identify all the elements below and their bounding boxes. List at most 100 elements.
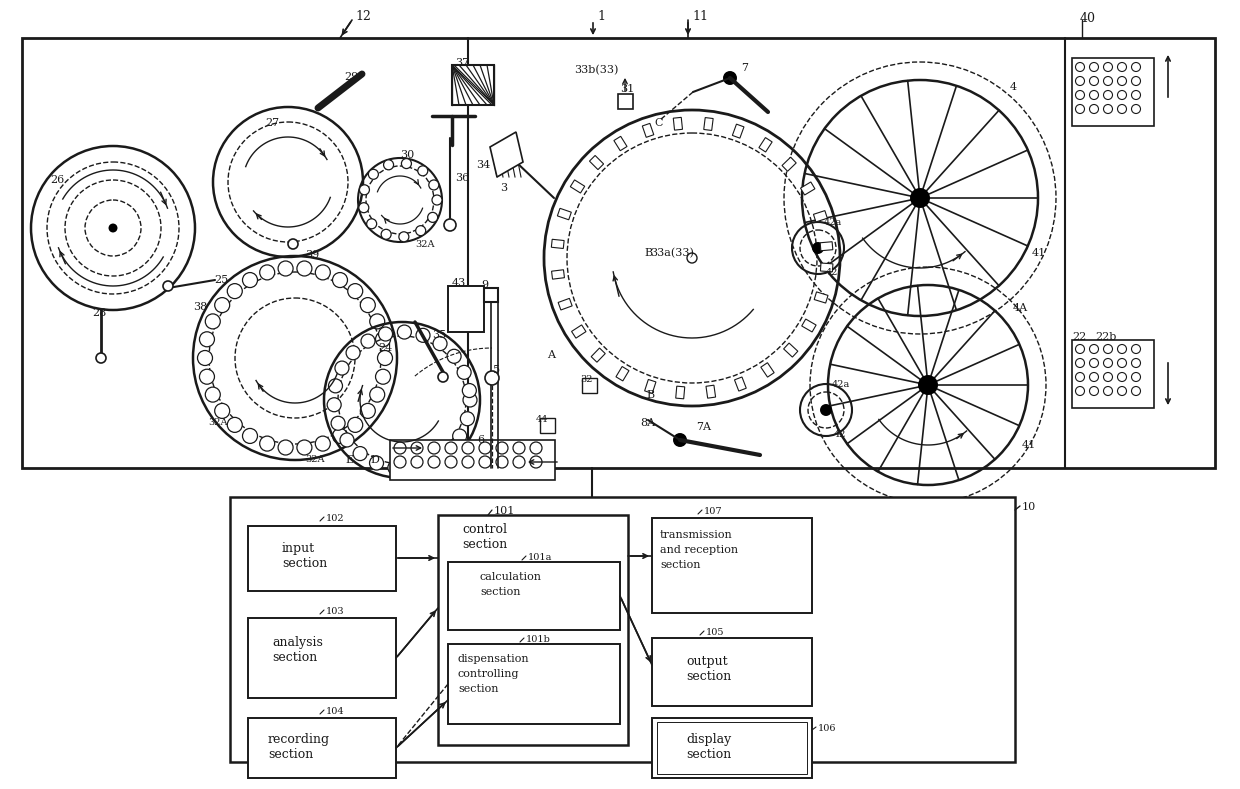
Text: recording: recording	[268, 733, 330, 746]
Text: 43: 43	[453, 278, 466, 288]
Circle shape	[296, 440, 312, 455]
Bar	[652, 718, 812, 778]
Text: 35: 35	[432, 330, 446, 340]
Circle shape	[381, 230, 391, 239]
Circle shape	[1104, 77, 1112, 85]
Text: 32A: 32A	[208, 418, 227, 427]
Text: 107: 107	[704, 507, 723, 516]
Circle shape	[1075, 62, 1085, 72]
Circle shape	[243, 428, 258, 443]
Circle shape	[360, 185, 370, 195]
Text: 101a: 101a	[528, 553, 552, 562]
Circle shape	[1131, 358, 1141, 368]
Circle shape	[1117, 387, 1126, 395]
Polygon shape	[759, 137, 773, 152]
Bar	[657, 722, 807, 774]
Text: section: section	[480, 587, 521, 597]
Text: 40: 40	[1080, 12, 1096, 25]
Text: 41: 41	[1022, 440, 1037, 450]
Circle shape	[448, 350, 461, 363]
Circle shape	[296, 261, 312, 276]
Text: A: A	[547, 350, 556, 360]
Bar	[391, 440, 556, 480]
Circle shape	[1075, 91, 1085, 99]
Polygon shape	[801, 182, 815, 195]
Text: section: section	[660, 560, 701, 570]
Bar	[453, 65, 494, 105]
Circle shape	[463, 383, 476, 398]
Bar	[582, 378, 596, 393]
Circle shape	[200, 369, 215, 384]
Polygon shape	[589, 155, 604, 170]
Circle shape	[243, 272, 258, 287]
Circle shape	[479, 442, 491, 454]
Bar	[484, 288, 498, 302]
Circle shape	[1075, 358, 1085, 368]
Text: 24: 24	[378, 343, 392, 353]
Circle shape	[1090, 77, 1099, 85]
Circle shape	[444, 219, 456, 231]
Text: 31: 31	[620, 84, 634, 94]
Circle shape	[407, 460, 420, 474]
Circle shape	[513, 456, 525, 468]
Circle shape	[1117, 104, 1126, 114]
Polygon shape	[820, 241, 833, 251]
Text: 32: 32	[580, 375, 593, 384]
Text: section: section	[686, 748, 732, 761]
Circle shape	[388, 461, 402, 475]
Circle shape	[215, 403, 229, 418]
Circle shape	[513, 442, 525, 454]
Circle shape	[394, 456, 405, 468]
Circle shape	[315, 265, 330, 280]
Text: 9: 9	[481, 280, 489, 290]
Text: 6: 6	[477, 435, 484, 445]
Circle shape	[1090, 345, 1099, 353]
Circle shape	[425, 454, 439, 468]
Text: analysis: analysis	[272, 636, 322, 649]
Circle shape	[1104, 91, 1112, 99]
Text: 10: 10	[1022, 502, 1037, 512]
Circle shape	[440, 443, 455, 458]
Circle shape	[95, 353, 105, 363]
Circle shape	[1090, 104, 1099, 114]
Circle shape	[329, 379, 342, 393]
Circle shape	[433, 337, 448, 350]
Text: 44: 44	[536, 415, 548, 424]
Polygon shape	[558, 298, 572, 310]
Text: 22: 22	[1073, 332, 1086, 342]
Text: C: C	[653, 118, 662, 128]
Circle shape	[361, 334, 374, 348]
Circle shape	[1075, 104, 1085, 114]
Circle shape	[1090, 387, 1099, 395]
Text: 26: 26	[50, 175, 64, 185]
Circle shape	[445, 442, 458, 454]
Circle shape	[1104, 345, 1112, 353]
Text: E: E	[345, 455, 353, 465]
Circle shape	[813, 243, 823, 253]
Circle shape	[428, 456, 440, 468]
Bar	[652, 518, 812, 613]
Circle shape	[1104, 62, 1112, 72]
Polygon shape	[782, 157, 796, 171]
Text: 33a(33): 33a(33)	[650, 248, 694, 258]
Bar	[618, 94, 632, 109]
Circle shape	[327, 398, 341, 412]
Circle shape	[1131, 62, 1141, 72]
Circle shape	[1117, 372, 1126, 382]
Circle shape	[428, 212, 438, 222]
Circle shape	[1117, 358, 1126, 368]
Bar	[248, 718, 396, 778]
Circle shape	[340, 433, 353, 447]
Circle shape	[370, 314, 384, 329]
Text: 106: 106	[818, 724, 837, 733]
Polygon shape	[645, 380, 656, 394]
Circle shape	[1117, 345, 1126, 353]
Text: 3: 3	[500, 183, 507, 193]
Polygon shape	[570, 180, 585, 193]
Circle shape	[410, 456, 423, 468]
Text: 30: 30	[401, 150, 414, 160]
Circle shape	[215, 297, 229, 312]
Polygon shape	[761, 363, 774, 377]
Circle shape	[353, 447, 367, 461]
Circle shape	[376, 369, 391, 384]
